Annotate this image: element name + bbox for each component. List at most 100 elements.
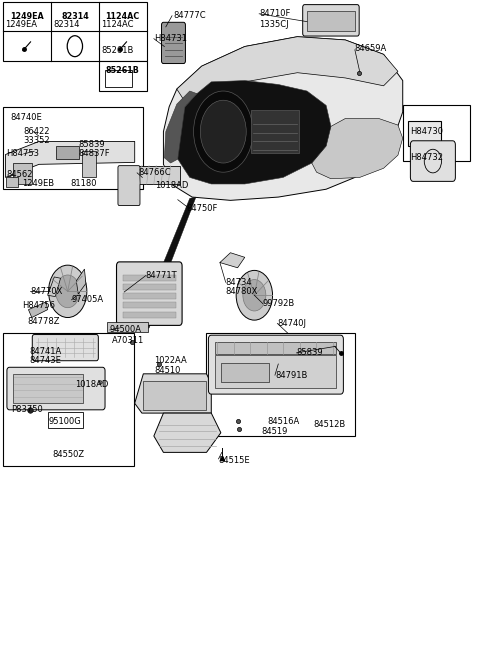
Bar — [82, 152, 96, 177]
Polygon shape — [48, 277, 60, 297]
Bar — [12, 163, 32, 184]
Polygon shape — [76, 269, 86, 294]
Circle shape — [48, 265, 87, 318]
FancyBboxPatch shape — [117, 262, 182, 325]
Polygon shape — [154, 413, 221, 453]
Polygon shape — [135, 374, 211, 413]
Circle shape — [56, 275, 80, 308]
Text: 84741A: 84741A — [29, 347, 61, 356]
Text: 84734: 84734 — [226, 277, 252, 287]
Bar — [403, 106, 470, 161]
Circle shape — [200, 100, 246, 163]
Text: 84516A: 84516A — [268, 417, 300, 426]
Text: 1018AD: 1018AD — [75, 380, 108, 389]
Text: 84562: 84562 — [6, 170, 33, 178]
Text: 84550Z: 84550Z — [52, 451, 84, 459]
FancyBboxPatch shape — [208, 335, 343, 394]
Text: 84740J: 84740J — [277, 319, 306, 328]
FancyBboxPatch shape — [161, 22, 185, 64]
Circle shape — [236, 270, 273, 320]
Circle shape — [193, 91, 253, 173]
Bar — [206, 333, 355, 436]
Bar — [2, 107, 144, 189]
Bar — [48, 412, 84, 428]
Bar — [215, 342, 336, 354]
Text: 84837F: 84837F — [78, 150, 110, 158]
Text: 84510: 84510 — [155, 366, 181, 375]
Text: 1124AC: 1124AC — [101, 20, 134, 29]
Polygon shape — [5, 142, 135, 177]
Polygon shape — [143, 274, 172, 329]
Bar — [107, 322, 148, 332]
Text: 81180: 81180 — [70, 180, 96, 188]
Bar — [307, 11, 355, 31]
Text: 1249EB: 1249EB — [22, 180, 54, 188]
Text: 86422: 86422 — [24, 127, 50, 136]
FancyBboxPatch shape — [118, 166, 140, 205]
Text: 1124AC: 1124AC — [106, 12, 140, 21]
Text: 84791B: 84791B — [275, 371, 307, 380]
Text: 95100G: 95100G — [48, 417, 81, 426]
Bar — [408, 121, 441, 146]
Bar — [123, 302, 176, 308]
Text: 84519: 84519 — [262, 427, 288, 436]
Text: 85839: 85839 — [78, 140, 105, 149]
Bar — [99, 61, 147, 91]
Text: H84730: H84730 — [410, 127, 443, 136]
Text: 1249EA: 1249EA — [10, 12, 44, 21]
Bar — [137, 166, 180, 184]
Bar — [123, 312, 176, 318]
Text: H84756: H84756 — [22, 301, 55, 310]
FancyBboxPatch shape — [303, 5, 359, 36]
FancyBboxPatch shape — [410, 141, 456, 181]
Text: 84743E: 84743E — [29, 356, 61, 365]
Text: A70311: A70311 — [112, 336, 144, 345]
Polygon shape — [220, 253, 245, 268]
Polygon shape — [312, 119, 403, 178]
Text: 1335CJ: 1335CJ — [259, 20, 289, 30]
Polygon shape — [177, 81, 331, 184]
Text: 84515E: 84515E — [218, 456, 250, 464]
Text: 84512B: 84512B — [313, 420, 346, 429]
Text: 85261B: 85261B — [101, 46, 133, 55]
Polygon shape — [157, 197, 196, 277]
Bar — [2, 333, 134, 466]
Text: 85839: 85839 — [297, 348, 323, 358]
Text: 84659A: 84659A — [355, 44, 387, 53]
Polygon shape — [177, 37, 398, 106]
Circle shape — [243, 279, 266, 311]
Bar — [56, 146, 79, 159]
Polygon shape — [163, 37, 403, 200]
Text: 84771T: 84771T — [146, 271, 177, 280]
Text: 85261B: 85261B — [106, 66, 140, 75]
Text: 82314: 82314 — [53, 20, 80, 29]
Text: H84732: H84732 — [410, 154, 443, 162]
Bar — [2, 2, 147, 61]
FancyBboxPatch shape — [32, 335, 98, 361]
Text: 84770X: 84770X — [30, 287, 63, 296]
Text: 97405A: 97405A — [72, 295, 104, 304]
Text: H84753: H84753 — [6, 150, 39, 158]
Bar — [123, 275, 176, 281]
FancyBboxPatch shape — [7, 367, 105, 410]
Bar — [123, 284, 176, 290]
Text: 84778Z: 84778Z — [27, 317, 60, 326]
Text: 84740E: 84740E — [10, 113, 42, 122]
Text: P83750: P83750 — [11, 405, 43, 414]
Text: 1018AD: 1018AD — [155, 182, 188, 190]
Text: 84710F: 84710F — [259, 9, 290, 18]
Polygon shape — [28, 302, 48, 318]
Text: 82314: 82314 — [61, 12, 89, 21]
Bar — [123, 293, 176, 299]
Text: 94500A: 94500A — [110, 325, 142, 335]
Text: 84780X: 84780X — [226, 287, 258, 296]
Text: 1249EA: 1249EA — [5, 20, 37, 29]
Polygon shape — [164, 91, 197, 163]
Bar — [252, 110, 300, 153]
Bar — [144, 381, 205, 411]
Text: 33352: 33352 — [24, 136, 50, 145]
Text: 99792B: 99792B — [263, 299, 295, 308]
Bar — [215, 356, 336, 388]
Text: 84766C: 84766C — [139, 169, 171, 177]
Bar — [12, 375, 84, 403]
